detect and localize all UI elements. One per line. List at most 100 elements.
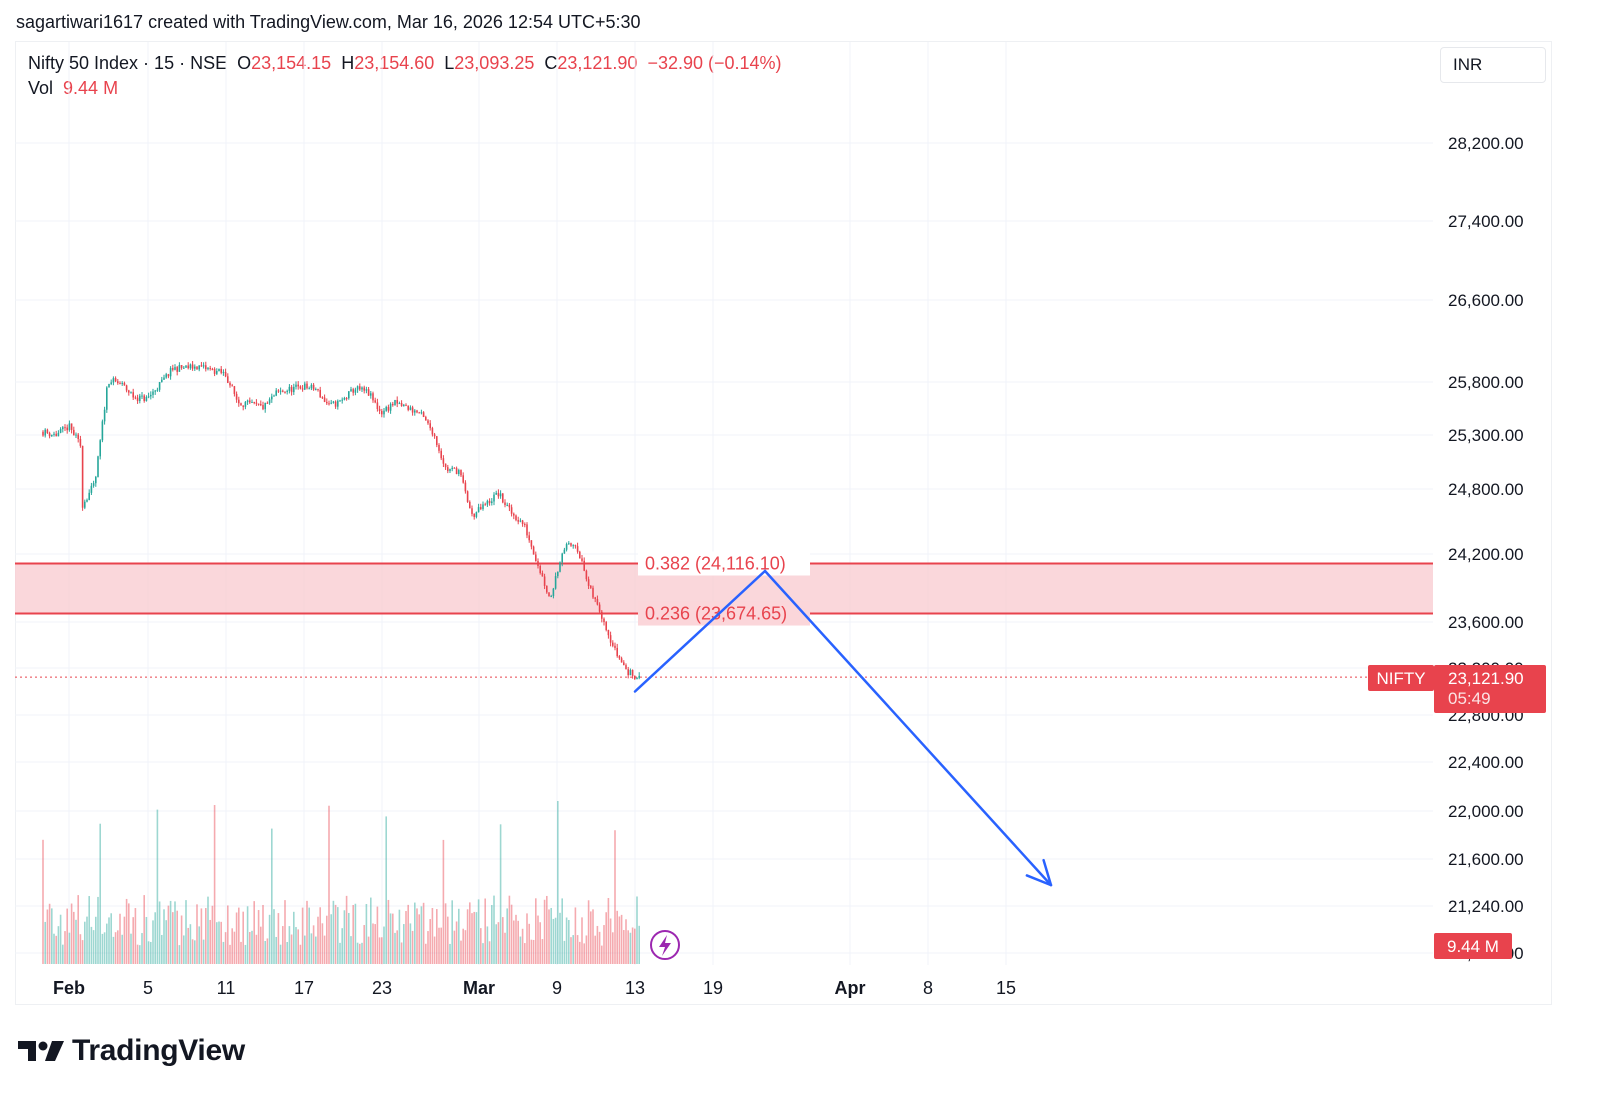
volume-bar (304, 935, 306, 964)
volume-bar (372, 923, 374, 964)
volume-bar (90, 926, 93, 964)
candle (238, 396, 240, 407)
candle (601, 609, 603, 623)
volume-bar (172, 912, 174, 964)
volume-bar (464, 930, 467, 964)
candle (372, 391, 374, 403)
candle (352, 387, 354, 396)
symbol-name[interactable]: Nifty 50 Index · 15 · NSE (28, 53, 228, 73)
candle (614, 642, 616, 651)
volume-bar (543, 899, 546, 964)
candle (260, 400, 262, 407)
candle (73, 426, 75, 436)
volume-bar (449, 943, 451, 964)
candle (359, 383, 361, 391)
fib-label-0.382: 0.382 (24,116.10) (645, 554, 786, 574)
candle (634, 675, 636, 680)
volume-bar (636, 896, 638, 964)
candle (279, 387, 282, 395)
volume-bar (55, 935, 57, 964)
volume-bar (268, 914, 271, 964)
volume-bar (321, 923, 324, 964)
candle (462, 472, 464, 484)
currency-selector[interactable]: INR (1440, 47, 1546, 83)
volume-bar (59, 914, 62, 964)
volume-bar (143, 895, 145, 964)
candle (205, 361, 207, 372)
volume-bar (174, 901, 176, 964)
candle (356, 385, 359, 393)
candle (552, 587, 555, 599)
volume-bar (334, 904, 337, 964)
candle (156, 387, 159, 392)
volume-bar (165, 920, 167, 964)
candle (147, 392, 150, 399)
candle (636, 677, 638, 680)
candles (42, 361, 640, 680)
volume-bar (563, 940, 566, 964)
volume-bar (106, 923, 108, 964)
volume-bar (486, 926, 489, 964)
candle (623, 660, 625, 666)
candle (213, 367, 216, 377)
candle (134, 395, 137, 400)
volume-bar (218, 921, 220, 964)
volume-bar (158, 901, 161, 964)
candle (447, 464, 449, 474)
candle (187, 362, 189, 370)
volume-bar (576, 935, 579, 964)
volume-bar (73, 911, 75, 964)
candle (150, 391, 152, 400)
projection-arrowhead (1025, 858, 1053, 887)
volume-bar (363, 925, 365, 964)
y-tick-label: 24,800.00 (1448, 480, 1524, 499)
candle (70, 423, 73, 434)
candle (180, 365, 183, 370)
volume-bar (394, 932, 396, 964)
volume-label[interactable]: Vol (28, 78, 54, 98)
volume-bar (473, 911, 475, 964)
volume-bar (235, 912, 238, 964)
candle (367, 386, 370, 396)
candle (273, 394, 275, 397)
candle (246, 399, 249, 405)
candle (90, 482, 93, 496)
volume-bar (471, 913, 473, 964)
fib-label-bg (638, 601, 810, 626)
candle (570, 542, 572, 547)
candle (143, 394, 145, 403)
candle (128, 389, 130, 396)
candle (400, 400, 403, 407)
candle (554, 572, 557, 590)
volume-bar (418, 914, 420, 964)
candle (502, 492, 504, 504)
candle (284, 391, 286, 394)
volume-bar (583, 943, 585, 964)
candle (361, 386, 363, 392)
volume-bar (77, 895, 79, 964)
candle (42, 430, 44, 437)
lightning-icon[interactable] (650, 930, 680, 960)
volume-bar (277, 913, 280, 964)
volume-bar (376, 906, 379, 964)
volume-bar (506, 908, 508, 964)
volume-bar (530, 939, 533, 964)
volume-bar (581, 917, 583, 964)
volume-bar (392, 913, 394, 964)
candle (99, 439, 101, 460)
volume-bar (594, 935, 596, 964)
volume-bar (295, 927, 297, 964)
tradingview-logo[interactable]: TradingView (18, 1034, 245, 1068)
candle (328, 400, 330, 406)
volume-bar (504, 932, 506, 964)
volume-bar (273, 909, 275, 964)
x-tick-label: 15 (996, 978, 1016, 998)
candle (449, 468, 451, 473)
close-label: C (544, 53, 558, 73)
candle (59, 427, 62, 434)
volume-bar (262, 904, 264, 964)
x-tick-label: 19 (703, 978, 723, 998)
volume-bar (207, 896, 209, 964)
volume-bar (381, 937, 383, 964)
